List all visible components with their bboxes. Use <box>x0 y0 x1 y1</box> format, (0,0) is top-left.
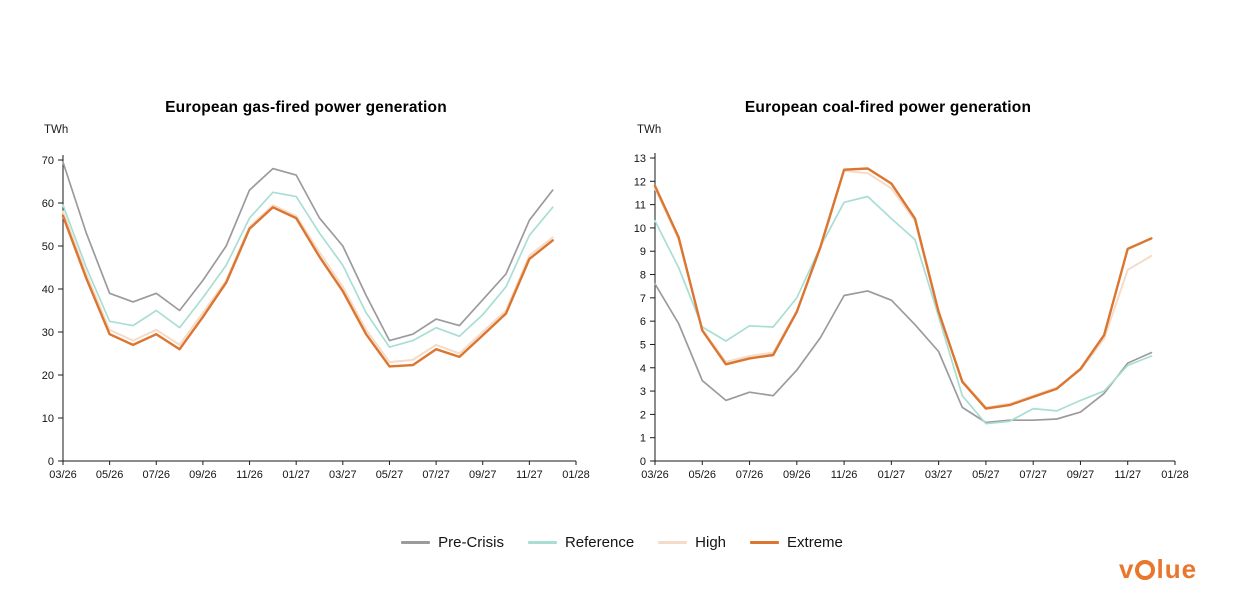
legend-line-swatch-extreme <box>750 540 780 545</box>
legend-label: Reference <box>564 534 635 551</box>
y-tick-label: 3 <box>640 386 646 398</box>
coal-axes <box>650 153 1176 465</box>
y-tick-label: 1 <box>640 433 646 445</box>
y-tick-label: 7 <box>640 293 646 305</box>
x-tick-label: 05/27 <box>376 469 404 481</box>
x-tick-label: 11/27 <box>516 469 543 481</box>
volue-logo: v lue <box>1119 554 1197 585</box>
y-tick-label: 8 <box>640 270 646 282</box>
y-tick-label: 0 <box>48 456 54 468</box>
gas-series <box>61 161 554 368</box>
y-tick-label: 0 <box>640 456 646 468</box>
y-tick-label: 20 <box>42 370 54 382</box>
y-tick-label: 5 <box>640 339 646 351</box>
legend-item-extreme: Extreme <box>750 534 843 551</box>
x-tick-label: 11/27 <box>1114 469 1141 481</box>
legend-item-high: High <box>658 534 726 551</box>
x-tick-label: 01/27 <box>878 469 906 481</box>
x-tick-label: 03/27 <box>329 469 357 481</box>
x-tick-label: 07/27 <box>422 469 450 481</box>
gas-series-line-high <box>62 204 554 364</box>
chart-legend: Pre-Crisis Reference High Extreme <box>0 534 1244 551</box>
x-tick-label: 03/27 <box>925 469 953 481</box>
x-tick-label: 03/26 <box>49 469 77 481</box>
y-tick-label: 30 <box>42 327 54 339</box>
x-tick-label: 11/26 <box>236 469 263 481</box>
x-tick-label: 01/28 <box>1161 469 1189 481</box>
y-tick-label: 2 <box>640 409 646 421</box>
x-tick-label: 11/26 <box>831 469 858 481</box>
x-tick-label: 01/27 <box>282 469 310 481</box>
x-tick-label: 09/27 <box>469 469 497 481</box>
x-tick-label: 07/26 <box>143 469 171 481</box>
y-tick-label: 70 <box>42 155 54 167</box>
coal-y-axis-unit-label: TWh <box>637 124 662 136</box>
gas-series-line-pre-crisis <box>62 161 554 342</box>
gas-y-axis-unit-label: TWh <box>44 124 69 136</box>
coal-series-line-reference <box>654 195 1153 425</box>
legend-label: Extreme <box>787 534 843 551</box>
legend-item-reference: Reference <box>527 534 635 551</box>
x-tick-label: 01/28 <box>562 469 590 481</box>
y-tick-label: 10 <box>42 413 54 425</box>
legend-label: Pre-Crisis <box>438 534 504 551</box>
y-tick-label: 11 <box>635 200 646 212</box>
gas-chart-plot: 0 10 20 30 40 50 60 70 03/26 05/26 07/26 09/26 11/26… <box>42 155 590 481</box>
gas-series-line-reference <box>62 191 554 348</box>
y-tick-label: 12 <box>634 176 646 188</box>
x-tick-label: 09/26 <box>189 469 217 481</box>
legend-label: High <box>695 534 727 551</box>
y-tick-label: 4 <box>640 363 646 375</box>
legend-line-swatch-reference <box>527 541 557 544</box>
legend-line-swatch-pre-crisis <box>401 541 431 544</box>
y-tick-label: 50 <box>42 241 54 253</box>
y-tick-label: 60 <box>42 198 54 210</box>
logo-text-start: v <box>1119 554 1135 584</box>
x-tick-label: 07/27 <box>1019 469 1047 481</box>
x-tick-label: 05/26 <box>689 469 717 481</box>
gas-axes <box>58 155 577 465</box>
gas-chart-title: European gas-fired power generation <box>165 99 447 116</box>
x-tick-label: 03/26 <box>641 469 669 481</box>
x-tick-label: 09/26 <box>783 469 811 481</box>
coal-series-line-pre-crisis <box>654 283 1153 424</box>
y-tick-label: 10 <box>634 223 646 235</box>
legend-line-swatch-high <box>658 541 688 544</box>
y-tick-label: 40 <box>42 284 54 296</box>
coal-series-line-extreme <box>653 167 1153 410</box>
x-tick-label: 07/26 <box>736 469 764 481</box>
x-tick-label: 05/27 <box>972 469 1000 481</box>
coal-chart-title: European coal-fired power generation <box>744 99 1032 116</box>
legend-item-pre-crisis: Pre-Crisis <box>401 534 504 551</box>
logo-text-end: lue <box>1156 554 1198 584</box>
gas-tick-labels: 0 10 20 30 40 50 60 70 03/26 05/26 07/26 09/26 11/26… <box>42 155 590 481</box>
gas-series-line-extreme <box>61 206 554 368</box>
y-tick-label: 13 <box>634 153 646 165</box>
x-tick-label: 09/27 <box>1067 469 1095 481</box>
y-tick-label: 9 <box>640 246 646 258</box>
logo-o-ring-icon <box>1135 560 1156 580</box>
x-tick-label: 05/26 <box>96 469 124 481</box>
y-tick-label: 6 <box>640 316 646 328</box>
coal-series <box>653 167 1153 425</box>
